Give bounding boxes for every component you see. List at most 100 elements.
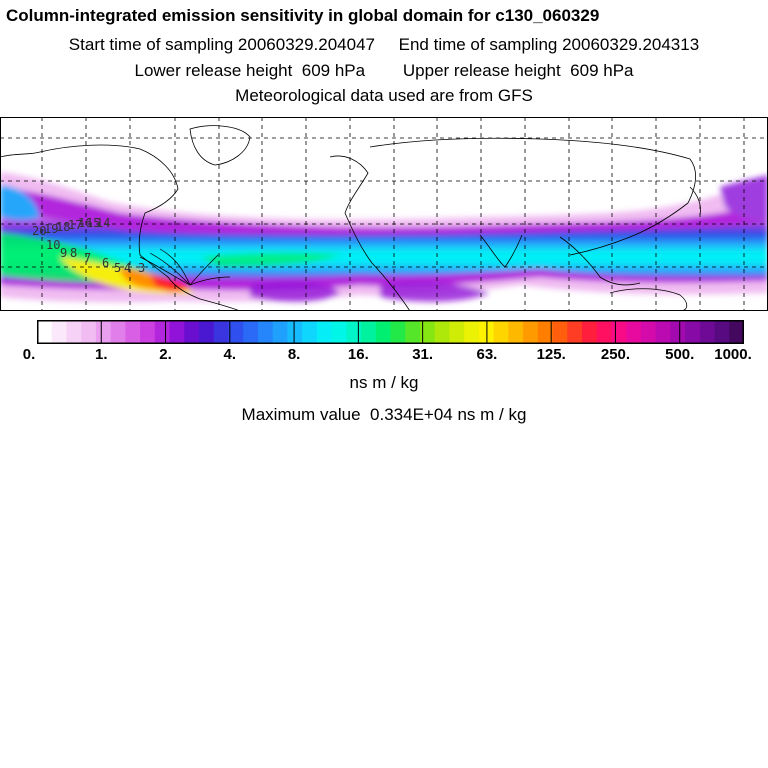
colorbar-tick-label: 1000. bbox=[714, 346, 752, 363]
colorbar-swatch bbox=[508, 320, 524, 344]
colorbar-swatch bbox=[655, 320, 671, 344]
tracer-label: 7 bbox=[84, 251, 91, 265]
colorbar-swatch bbox=[110, 320, 126, 344]
blue-band bbox=[0, 212, 768, 281]
colorbar-swatch bbox=[537, 320, 554, 344]
colorbar-swatch bbox=[375, 320, 392, 344]
tracer-label: 9 bbox=[60, 246, 67, 260]
colorbar bbox=[37, 320, 744, 344]
red-core bbox=[150, 275, 190, 292]
colorbar-swatch bbox=[228, 320, 244, 344]
colorbar-swatch bbox=[552, 320, 568, 344]
colorbar-swatch bbox=[66, 320, 82, 344]
colorbar-tick-labels: 0. 1. 2. 4. 8. 16. 31. 63. 125. 250. 500. 1000. bbox=[0, 346, 768, 366]
tracer-label: 4 bbox=[124, 261, 131, 275]
tracer-label: 18 bbox=[56, 220, 70, 234]
europe-africa-coast bbox=[329, 155, 411, 311]
tracer-label: 5 bbox=[114, 261, 121, 275]
green-core-atlantic bbox=[200, 252, 340, 267]
colorbar-swatch bbox=[125, 320, 141, 344]
coastlines bbox=[0, 125, 701, 311]
colorbar-swatch bbox=[670, 320, 686, 344]
west-cyan-bulge bbox=[0, 185, 40, 220]
tracer-label: 10 bbox=[46, 238, 60, 252]
tracer-label: 19 bbox=[44, 222, 58, 236]
tracer-label: 14 bbox=[96, 216, 110, 230]
colorbar-tick-label: 500. bbox=[665, 346, 695, 363]
colorbar-swatch bbox=[640, 320, 657, 344]
colorbar-swatch bbox=[346, 320, 362, 344]
eurasia-coast bbox=[369, 137, 697, 256]
colorbar-swatch bbox=[81, 320, 97, 344]
colorbar-swatch bbox=[596, 320, 613, 344]
colorbar-swatch bbox=[699, 320, 716, 344]
colorbar-swatch bbox=[154, 320, 171, 344]
australia-coast bbox=[609, 288, 688, 311]
colorbar-swatch bbox=[523, 320, 539, 344]
colorbar-swatch bbox=[169, 320, 185, 344]
colorbar-tick-label: 31. bbox=[412, 346, 434, 363]
colorbar-swatch bbox=[419, 320, 436, 344]
map-title: Column-integrated emission sensitivity i… bbox=[6, 6, 600, 25]
sampling-time-line: Start time of sampling 20060329.204047 E… bbox=[68, 35, 700, 54]
tracer-label: 15 bbox=[86, 216, 100, 230]
colorbar-swatch bbox=[272, 320, 288, 344]
tracer-label: 8 bbox=[70, 246, 77, 260]
southern-violet-patches bbox=[250, 281, 490, 302]
colorbar-tick-label: 125. bbox=[536, 346, 566, 363]
colorbar-swatch bbox=[302, 320, 318, 344]
colorbar-swatch bbox=[287, 320, 303, 344]
colorbar-tick-label: 1. bbox=[95, 346, 108, 363]
colorbar-units: ns m / kg bbox=[349, 373, 419, 392]
colorbar-swatch bbox=[184, 320, 200, 344]
colorbar-swatch bbox=[405, 320, 421, 344]
colorbar-swatch bbox=[729, 320, 744, 344]
colorbar-swatch bbox=[434, 320, 451, 344]
tracer-label: 3 bbox=[138, 261, 145, 275]
colorbar-tick-label: 250. bbox=[600, 346, 631, 363]
colorbar-swatch bbox=[361, 320, 377, 344]
colorbar-swatch bbox=[316, 320, 333, 344]
colorbar-swatch bbox=[140, 320, 156, 344]
colorbar-swatch bbox=[685, 320, 701, 344]
tracer-label: 20 bbox=[32, 224, 46, 238]
tracer-labels: 20 19 18 17 16 15 14 10 9 8 7 6 5 4 3 bbox=[32, 216, 145, 275]
tracer-label: 16 bbox=[78, 216, 92, 230]
colorbar-swatch bbox=[257, 320, 274, 344]
colorbar-swatch bbox=[37, 320, 53, 344]
north-america-coast bbox=[39, 144, 201, 300]
colorbar-tick-label: 2. bbox=[159, 346, 172, 363]
colorbar-tick-label: 8. bbox=[287, 346, 301, 363]
colorbar-swatch bbox=[449, 320, 465, 344]
colorbar-tick-label: 16. bbox=[347, 346, 369, 363]
colorbar-tick-label: 63. bbox=[476, 346, 498, 363]
colorbar-frame bbox=[37, 320, 744, 344]
colorbar-tick-label: 0. bbox=[22, 346, 36, 363]
south-america-coast bbox=[199, 298, 241, 311]
colorbar-swatch bbox=[390, 320, 406, 344]
lat-lon-grid bbox=[0, 117, 768, 311]
greenland-coast bbox=[189, 125, 251, 166]
japan-coast bbox=[689, 186, 701, 216]
colorbar-swatch bbox=[714, 320, 730, 344]
colorbar-swatch bbox=[464, 320, 480, 344]
colorbar-swatch bbox=[51, 320, 68, 344]
colorbar-swatch bbox=[331, 320, 347, 344]
release-height-line: Lower release height 609 hPa Upper relea… bbox=[134, 61, 634, 80]
tracer-label: 6 bbox=[102, 256, 109, 270]
colorbar-swatch bbox=[611, 320, 627, 344]
southeast-asia-coast bbox=[559, 236, 641, 286]
trajectory-lines bbox=[139, 248, 231, 286]
meteorological-data-line: Meteorological data used are from GFS bbox=[235, 86, 533, 105]
colorbar-swatch bbox=[493, 320, 509, 344]
alaska-coast bbox=[0, 151, 41, 158]
maximum-value-line: Maximum value 0.334E+04 ns m / kg bbox=[241, 405, 527, 424]
tracer-label: 17 bbox=[68, 218, 82, 232]
colorbar-swatch bbox=[95, 320, 112, 344]
colorbar-swatch bbox=[199, 320, 215, 344]
colorbar-swatch bbox=[581, 320, 598, 344]
colorbar-swatch bbox=[213, 320, 230, 344]
colorbar-tick-label: 4. bbox=[223, 346, 237, 363]
emission-sensitivity-map: 20 19 18 17 16 15 14 10 9 8 7 6 5 4 3 bbox=[0, 117, 768, 311]
colorbar-swatch bbox=[567, 320, 583, 344]
